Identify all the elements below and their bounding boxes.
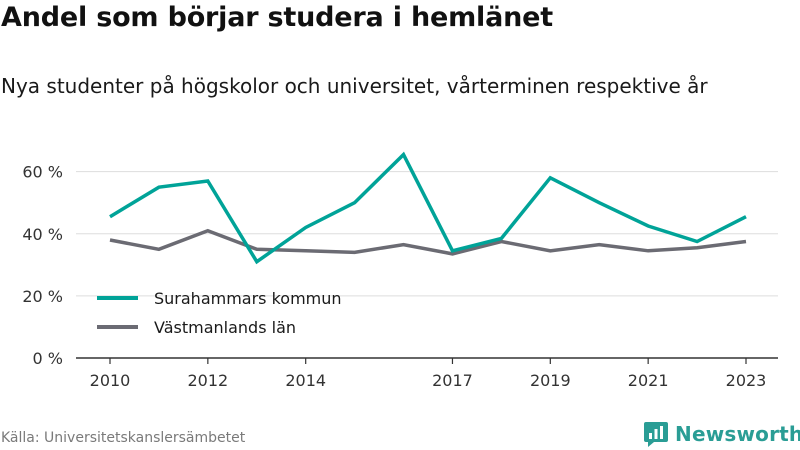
newsworthy-bar-chart-icon [644,422,668,447]
y-tick-label: 40 % [22,225,63,244]
x-tick-label: 2017 [432,371,473,390]
brand-name: Newsworthy [675,422,800,446]
x-tick-label: 2012 [187,371,228,390]
chart-title: Andel som börjar studera i hemlänet [1,2,553,33]
y-tick-label: 0 % [33,349,63,368]
y-tick-label: 20 % [22,287,63,306]
x-tick-label: 2019 [530,371,571,390]
x-tick-label: 2014 [285,371,326,390]
chart-subtitle: Nya studenter på högskolor och universit… [1,74,708,98]
source-note: Källa: Universitetskanslersämbetet [1,430,246,446]
brand-logo: Newsworthy [644,420,800,448]
y-tick-label: 60 % [22,163,63,182]
x-tick-label: 2023 [726,371,767,390]
series-line-2 [109,228,747,256]
legend-label-1: Surahammars kommun [154,289,342,308]
legend-label-2: Västmanlands län [154,318,296,337]
x-tick-label: 2010 [90,371,131,390]
series-line-1 [109,151,747,265]
line-chart: 0 % 20 % 40 % 60 % 2010 2012 2014 2017 2019 2021 2… [22,151,778,390]
x-tick-label: 2021 [628,371,669,390]
